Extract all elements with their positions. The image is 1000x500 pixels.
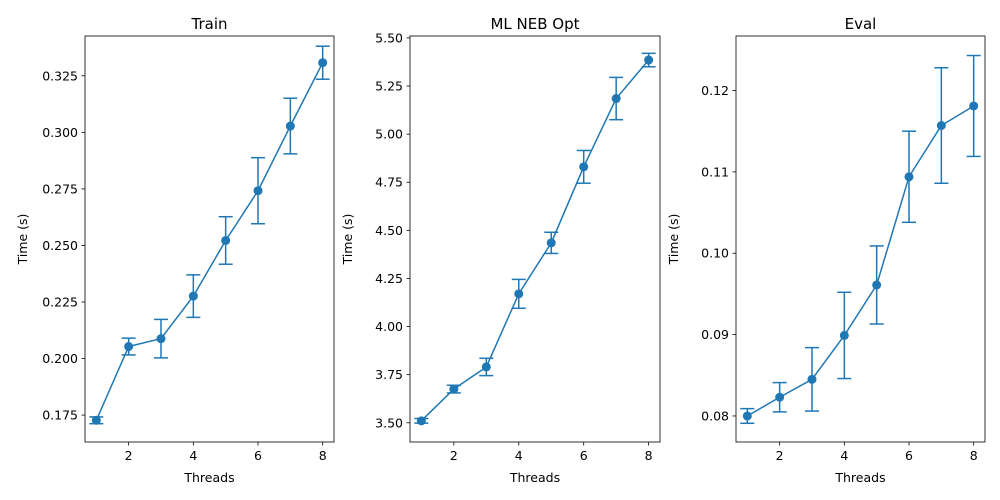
data-point bbox=[775, 392, 785, 402]
y-tick-label: 0.250 bbox=[42, 238, 78, 253]
data-point bbox=[285, 121, 295, 131]
y-tick-label: 4.00 bbox=[375, 319, 403, 334]
y-tick-label: 5.25 bbox=[375, 79, 403, 94]
data-point bbox=[872, 280, 882, 290]
y-tick-label: 0.300 bbox=[42, 125, 78, 140]
x-tick-label: 6 bbox=[254, 448, 262, 463]
chart-panel-1: 2 4 6 8 0.175 0.200 0.225 0.250 0.275 0.300 0.325 T… bbox=[15, 15, 335, 485]
chart-title: Eval bbox=[845, 15, 877, 33]
y-tick-label: 3.75 bbox=[375, 367, 403, 382]
y-tick-label: 5.50 bbox=[375, 30, 403, 45]
x-tick-label: 4 bbox=[840, 448, 848, 463]
chart-title: ML NEB Opt bbox=[490, 15, 579, 33]
plot-frame bbox=[735, 35, 986, 443]
y-tick-label: 0.275 bbox=[42, 181, 78, 196]
y-axis-label: Time (s) bbox=[15, 214, 30, 266]
data-point bbox=[221, 235, 231, 245]
y-tick-label: 0.10 bbox=[701, 246, 729, 261]
data-point bbox=[904, 172, 914, 182]
series-line bbox=[420, 59, 650, 422]
data-point bbox=[936, 120, 946, 130]
data-point bbox=[839, 330, 849, 340]
y-tick-label: 0.175 bbox=[42, 408, 78, 423]
y-tick-label: 0.08 bbox=[701, 408, 729, 423]
y-tick-label: 0.225 bbox=[42, 294, 78, 309]
data-point bbox=[91, 415, 101, 425]
y-axis-label: Time (s) bbox=[340, 214, 355, 266]
chart-panel-2: 2 4 6 8 3.50 3.75 4.00 4.25 4.50 4.75 5.00 5.25 5.50… bbox=[340, 15, 661, 485]
data-point bbox=[742, 411, 752, 421]
x-tick-label: 6 bbox=[905, 448, 913, 463]
x-axis-label: Threads bbox=[183, 470, 234, 485]
x-tick-label: 4 bbox=[189, 448, 197, 463]
data-point bbox=[969, 101, 979, 111]
x-tick-label: 8 bbox=[645, 448, 653, 463]
y-tick-label: 4.25 bbox=[375, 271, 403, 286]
x-tick-label: 8 bbox=[319, 448, 327, 463]
y-tick-label: 0.200 bbox=[42, 351, 78, 366]
data-point bbox=[481, 362, 491, 372]
series-line bbox=[746, 105, 975, 417]
data-point bbox=[156, 334, 166, 344]
x-axis-label: Threads bbox=[509, 470, 560, 485]
x-tick-label: 6 bbox=[580, 448, 588, 463]
y-tick-label: 0.12 bbox=[701, 83, 729, 98]
y-tick-label: 0.325 bbox=[42, 68, 78, 83]
x-tick-label: 2 bbox=[125, 448, 133, 463]
x-tick-label: 4 bbox=[515, 448, 523, 463]
plot-frame bbox=[84, 35, 335, 443]
y-tick-label: 0.11 bbox=[701, 164, 729, 179]
plot-frame bbox=[409, 35, 661, 443]
y-tick-label: 3.50 bbox=[375, 415, 403, 430]
data-point bbox=[644, 55, 654, 65]
series-line bbox=[95, 62, 324, 421]
y-tick-label: 0.09 bbox=[701, 327, 729, 342]
chart-panel-3: 2 4 6 8 0.08 0.09 0.10 0.11 0.12 Eval Threads Time … bbox=[666, 15, 986, 485]
y-tick-label: 4.75 bbox=[375, 175, 403, 190]
data-point bbox=[546, 238, 556, 248]
x-tick-label: 2 bbox=[776, 448, 784, 463]
y-tick-label: 5.00 bbox=[375, 127, 403, 142]
x-tick-label: 2 bbox=[450, 448, 458, 463]
data-point bbox=[449, 384, 459, 394]
data-point bbox=[188, 291, 198, 301]
data-point bbox=[416, 416, 426, 426]
data-point bbox=[124, 342, 134, 352]
data-point bbox=[807, 374, 817, 384]
y-tick-label: 4.50 bbox=[375, 223, 403, 238]
x-axis-label: Threads bbox=[834, 470, 885, 485]
y-axis-label: Time (s) bbox=[666, 214, 681, 266]
chart-title: Train bbox=[191, 15, 228, 33]
data-point bbox=[253, 186, 263, 196]
data-point bbox=[579, 162, 589, 172]
data-point bbox=[318, 58, 328, 68]
x-tick-label: 8 bbox=[970, 448, 978, 463]
data-point bbox=[514, 289, 524, 299]
data-point bbox=[611, 94, 621, 104]
